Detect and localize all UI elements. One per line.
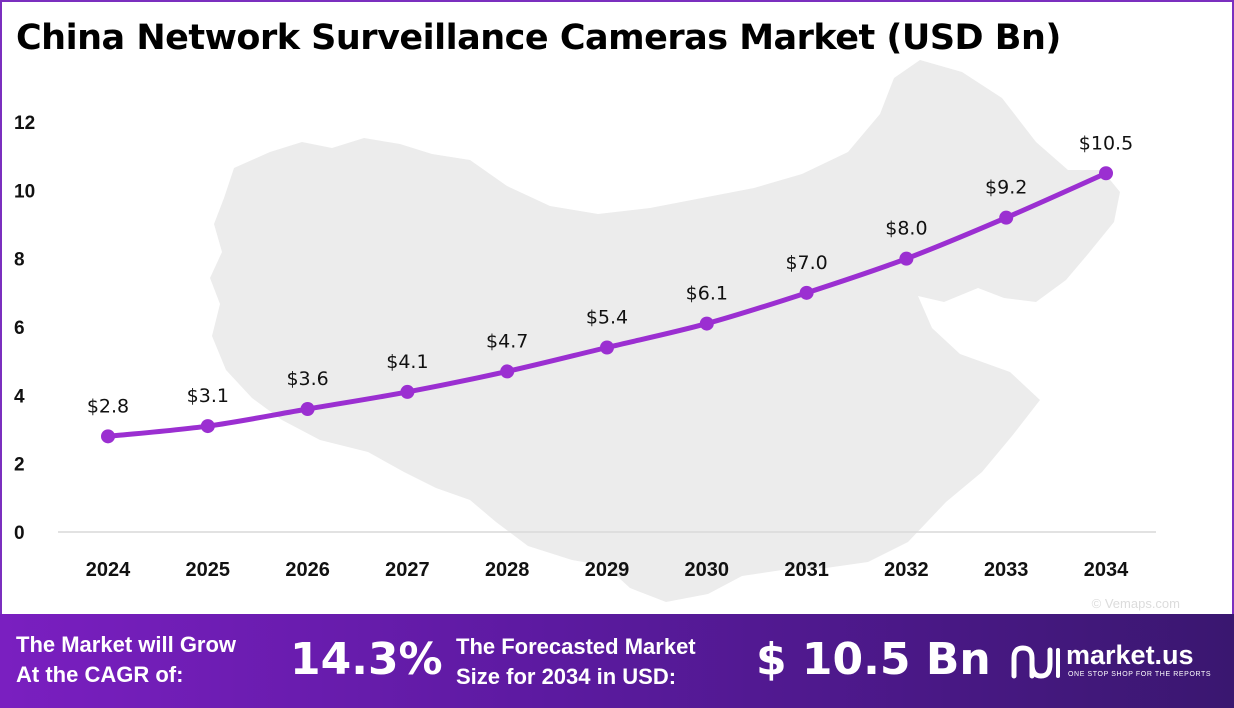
brand-tagline: ONE STOP SHOP FOR THE REPORTS [1068,671,1212,678]
data-point [999,210,1014,225]
data-point [799,285,814,300]
market-size-label-line-1: The Forecasted Market [456,634,696,659]
market-size-value: $ 10.5 Bn [756,634,991,685]
chart-title: China Network Surveillance Cameras Marke… [16,18,1061,58]
x-tick-label: 2031 [784,559,829,581]
data-label: $7.0 [785,252,827,274]
x-tick-label: 2025 [186,559,231,581]
y-tick-label: 10 [14,181,35,202]
market-size-label-line-2: Size for 2034 in USD: [456,664,677,689]
data-label: $5.4 [586,307,628,329]
y-tick-label: 12 [14,113,35,134]
data-label: $10.5 [1079,132,1133,154]
y-tick-label: 8 [14,250,25,271]
brand-name: market.us [1066,640,1194,670]
data-label: $3.6 [286,368,328,390]
map-watermark: © Vemaps.com [1091,596,1180,611]
data-label: $9.2 [985,177,1027,199]
china-map-silhouette [210,60,1120,602]
x-tick-label: 2028 [485,559,530,581]
data-point [101,429,115,444]
x-tick-label: 2034 [1084,559,1129,581]
x-tick-label: 2030 [685,559,730,581]
data-point [899,251,914,266]
data-label: $6.1 [686,283,728,305]
data-labels: $2.8 $3.1 $3.6 $4.1 $4.7 $5.4 $6.1 $7.0 $8.0 $9.2… [87,132,1133,417]
x-tick-label: 2032 [884,559,929,581]
x-tick-label: 2033 [984,559,1029,581]
cagr-label: The Market will Grow At the CAGR of: [16,630,236,690]
y-tick-label: 4 [14,386,25,407]
market-size-label: The Forecasted Market Size for 2034 in U… [456,632,696,692]
data-label: $4.7 [486,330,528,352]
data-point [699,316,714,331]
cagr-label-line-2: At the CAGR of: [16,662,184,687]
data-point [400,384,415,399]
data-label: $3.1 [187,385,229,407]
cagr-label-line-1: The Market will Grow [16,632,237,657]
data-point [500,364,515,379]
x-tick-label: 2024 [86,559,131,581]
data-point [1099,166,1113,181]
y-axis-ticks: 0 2 4 6 8 10 12 [14,113,35,544]
y-tick-label: 2 [14,455,25,476]
data-point [300,402,315,416]
data-point [600,340,614,355]
data-label: $8.0 [885,218,927,240]
data-label: $2.8 [87,395,129,417]
x-axis-ticks: 2024 2025 2026 2027 2028 2029 2030 2031 2032 2033… [86,559,1129,581]
data-label: $4.1 [386,351,428,373]
data-point [200,419,215,434]
y-tick-label: 0 [14,523,25,544]
x-tick-label: 2027 [385,559,430,581]
cagr-value: 14.3% [290,634,443,685]
x-tick-label: 2026 [285,559,330,581]
data-points [101,166,1113,444]
x-tick-label: 2029 [585,559,630,581]
brand-logo-block: market.us ONE STOP SHOP FOR THE REPORTS [1008,638,1218,690]
summary-banner: The Market will Grow At the CAGR of: 14.… [0,614,1234,708]
market-us-logo-icon [1011,645,1060,679]
y-tick-label: 6 [14,318,25,339]
